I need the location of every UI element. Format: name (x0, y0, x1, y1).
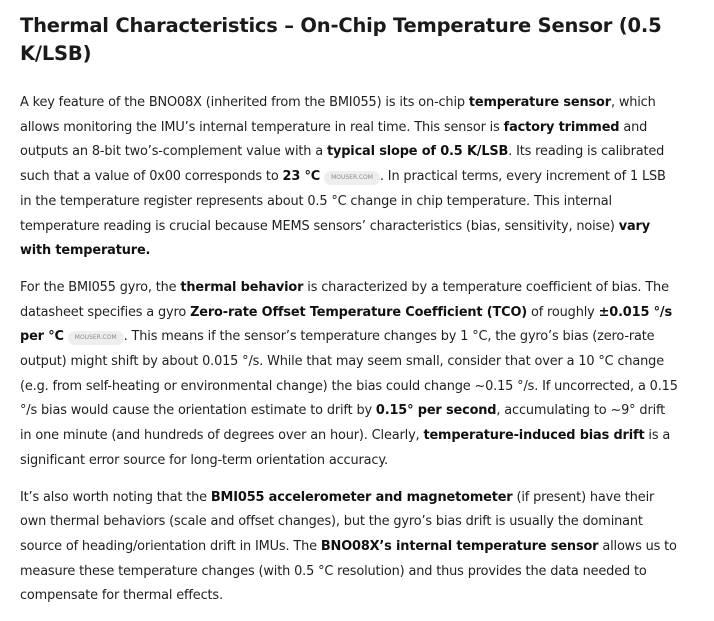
p2-text-5: , accumulating to ~9° drift in one minut… (20, 403, 666, 444)
p1-bold-temperature-sensor: temperature sensor (468, 95, 611, 110)
p1-text-4: . Its reading is calibrated such that a … (20, 144, 665, 185)
p2-bold-drift-rate: 0.15° per second (375, 403, 497, 419)
p3-bold-accel-mag: BMI055 accelerometer and magnetometer (210, 489, 513, 505)
p1-bold-vary-with-temperature: vary with temperature. (20, 218, 650, 259)
paragraph-temperature-sensor: A key feature of the BNO08X (inherited f… (20, 91, 680, 264)
section-title: Thermal Characteristics – On-Chip Temper… (20, 14, 662, 65)
p3-text-2: (if present) have their own thermal beha… (20, 489, 655, 554)
p2-bold-tco: Zero-rate Offset Temperature Coefficient… (190, 304, 528, 320)
p2-text-4: . This means if the sensor’s temperature… (20, 329, 678, 419)
p1-bold-23c: 23 °C (282, 169, 321, 185)
p2-text-1: For the BMI055 gyro, the (20, 279, 181, 295)
p2-bold-tco-value: ±0.015 °/s per °C (20, 304, 672, 345)
source-citation-badge[interactable]: MOUSER.COM (67, 331, 124, 346)
p2-bold-thermal-behavior: thermal behavior (180, 279, 304, 295)
document-body: Thermal Characteristics – On-Chip Temper… (20, 12, 680, 621)
p1-text-2: , which allows monitoring the IMU’s inte… (20, 95, 656, 135)
p1-text-3: and outputs an 8-bit two’s-complement va… (20, 119, 648, 160)
paragraph-gyro-thermal-behavior: For the BMI055 gyro, the thermal behavio… (20, 276, 680, 474)
p3-bold-internal-sensor: BNO08X’s internal temperature sensor (320, 538, 599, 554)
p1-text-1: A key feature of the BNO08X (inherited f… (20, 95, 469, 110)
source-citation-badge[interactable]: MOUSER.COM (324, 171, 380, 186)
p2-bold-bias-drift: temperature-induced bias drift (423, 428, 645, 444)
paragraph-accel-mag-note: It’s also worth noting that the BMI055 a… (20, 486, 680, 610)
p3-text-1: It’s also worth noting that the (20, 489, 211, 505)
p1-text-5: . In practical terms, every increment of… (20, 169, 666, 234)
p1-bold-factory-trimmed: factory trimmed (503, 119, 620, 135)
p2-text-3: of roughly (527, 304, 599, 320)
p2-text-6: is a significant error source for long-t… (20, 428, 671, 468)
p2-text-2: is characterized by a temperature coeffi… (20, 279, 669, 320)
p1-bold-typical-slope: typical slope of 0.5 K/LSB (326, 144, 509, 160)
